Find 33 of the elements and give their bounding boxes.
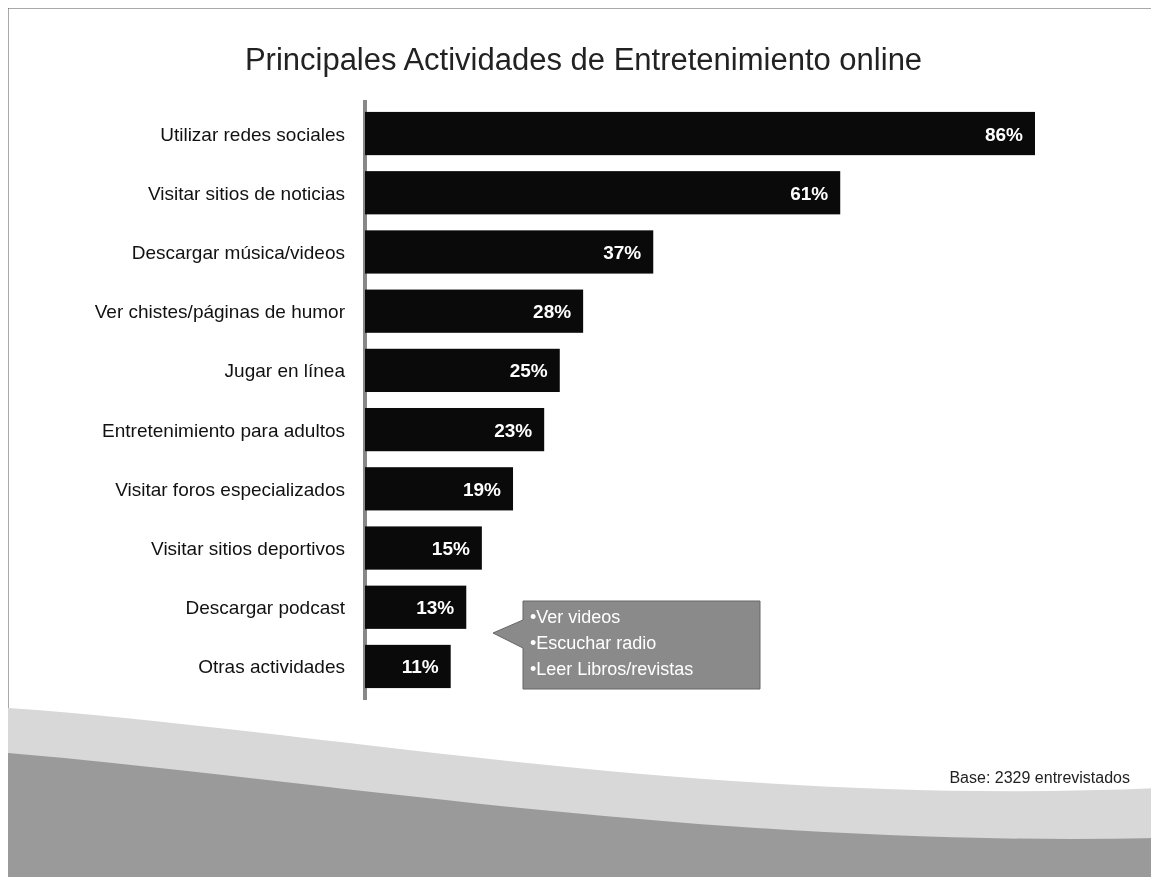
bar [365,171,841,215]
data-label: 19% [462,478,502,500]
y-tick-label: Descargar música/videos [131,241,345,263]
bar [365,230,654,274]
y-tick-label: Visitar sitios de noticias [147,182,345,204]
bar [365,467,514,511]
bar [365,407,545,452]
text: Base: 2329 entrevistados [949,769,1130,786]
bar [365,585,467,629]
annotation: •Ver videos •Escuchar radio •Leer Libros/revistas [530,607,694,679]
bar [365,348,560,393]
data-label: 28% [533,301,572,323]
data-label: 15% [431,538,470,560]
data-label: 37% [603,241,642,263]
bar [365,644,451,689]
bar [365,289,584,333]
chart-title: Principales Actividades de Entretenimiento online [244,42,923,77]
y-tick-label: Visitar foros especializados [115,478,345,500]
data-label: 61% [790,182,829,204]
bar [365,111,1035,156]
y-tick-label: Descargar podcast [185,597,346,619]
bar [365,526,482,570]
y-tick-label: Visitar sitios deportivos [151,538,345,560]
data-label: 86% [984,123,1024,145]
data-label: 11% [401,656,439,678]
y-tick-label: Otras actividades [198,656,345,678]
y-tick-label: Entretenimiento para adultos [102,419,345,441]
data-label: 13% [416,597,455,619]
data-label: 23% [494,419,533,441]
y-tick-label: Ver chistes/páginas de humor [94,301,346,323]
y-tick-label: Utilizar redes sociales [160,123,345,145]
y-tick-label: Jugar en línea [224,360,346,382]
data-label: 25% [509,360,548,382]
